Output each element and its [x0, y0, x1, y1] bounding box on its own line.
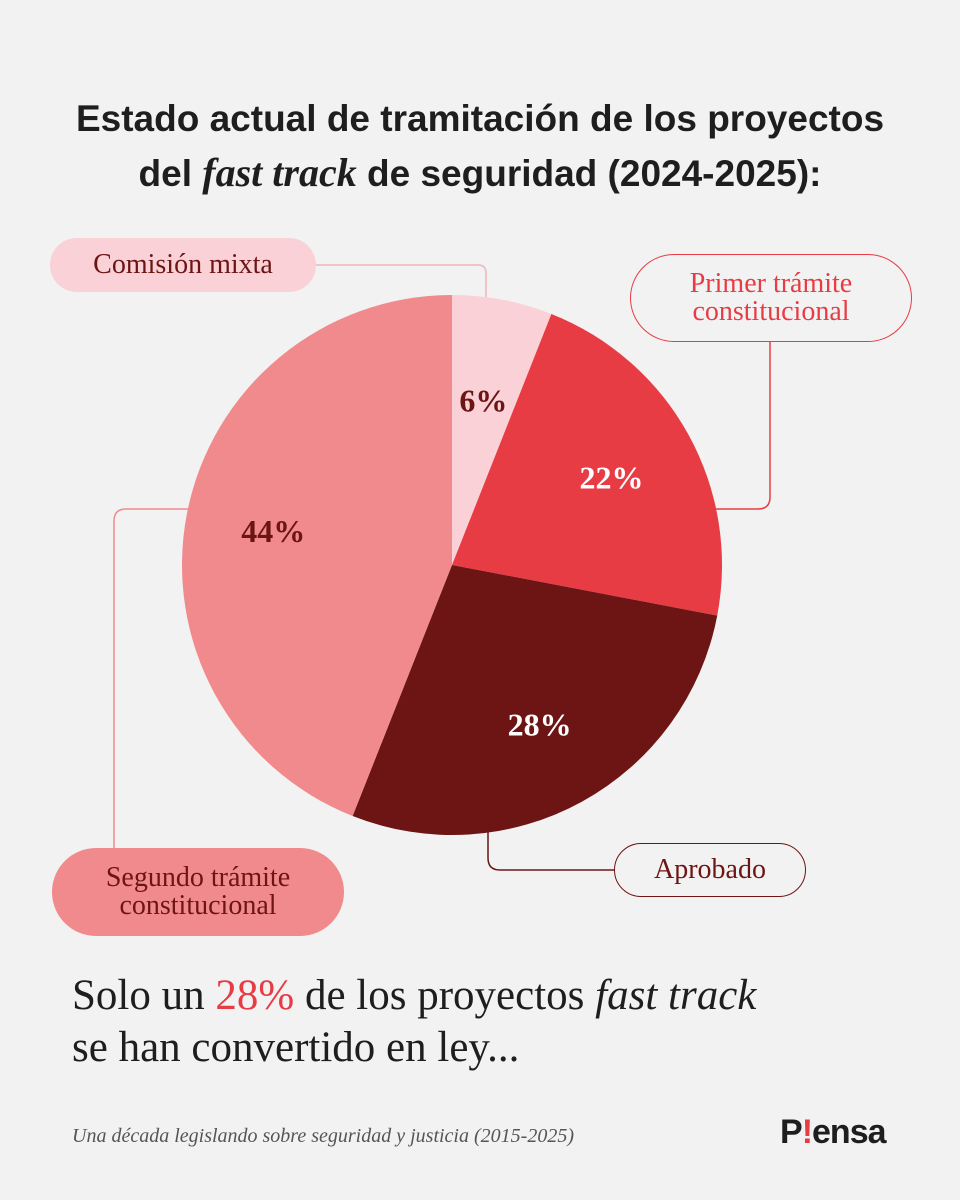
- page-title: Estado actual de tramitación de los proy…: [0, 92, 960, 201]
- source-note: Una década legislando sobre seguridad y …: [72, 1125, 574, 1147]
- label-primer-line2: constitucional: [692, 296, 850, 327]
- headline-part2: de los proyectos: [294, 972, 596, 1019]
- pie-value-label-0: 6%: [459, 383, 507, 419]
- leader-comision: [316, 264, 487, 298]
- pie-slice-2: [352, 565, 718, 835]
- pie-value-label-2: 28%: [508, 706, 572, 742]
- pie-value-labels: 6% 22% 28% 44%: [241, 383, 643, 743]
- headline-highlight: 28%: [215, 972, 295, 1019]
- label-segundo-line1: Segundo trámite: [105, 862, 291, 893]
- title-prefix: del: [138, 153, 203, 194]
- leader-primer: [716, 342, 771, 510]
- headline: Solo un 28% de los proyectos fast track …: [72, 970, 892, 1074]
- logo-bang: !: [801, 1113, 813, 1151]
- pie-value-label-1: 22%: [579, 459, 643, 495]
- leader-lines: [113, 264, 771, 871]
- label-primer-tramite: Primer trámite constitucional: [630, 254, 912, 342]
- label-comision-text: Comisión mixta: [93, 249, 273, 280]
- logo-rest: ensa: [812, 1113, 886, 1151]
- label-segundo-line2: constitucional: [119, 890, 277, 921]
- pie-slice-1: [452, 313, 722, 616]
- leader-segundo: [113, 508, 188, 848]
- pie-slices: [181, 295, 722, 835]
- pie-slice-0: [452, 295, 552, 565]
- title-italic: fast track: [202, 150, 357, 195]
- title-line-1: Estado actual de tramitación de los proy…: [75, 98, 885, 139]
- brand-logo: P!ensa: [780, 1113, 887, 1152]
- headline-italic: fast track: [595, 972, 757, 1019]
- label-aprobado: Aprobado: [614, 843, 806, 897]
- label-segundo-tramite: Segundo trámite constitucional: [52, 848, 344, 936]
- headline-part1: Solo un: [72, 972, 216, 1019]
- pie-value-label-3: 44%: [241, 513, 305, 549]
- label-primer-line1: Primer trámite: [689, 268, 853, 299]
- headline-line2: se han convertido en ley...: [72, 1024, 520, 1071]
- title-suffix: de seguridad (2024-2025):: [356, 153, 822, 194]
- label-comision-mixta: Comisión mixta: [50, 238, 316, 292]
- label-aprobado-text: Aprobado: [654, 854, 766, 885]
- logo-p: P: [780, 1113, 803, 1151]
- pie-slice-3: [181, 295, 452, 817]
- leader-aprobado: [487, 828, 614, 871]
